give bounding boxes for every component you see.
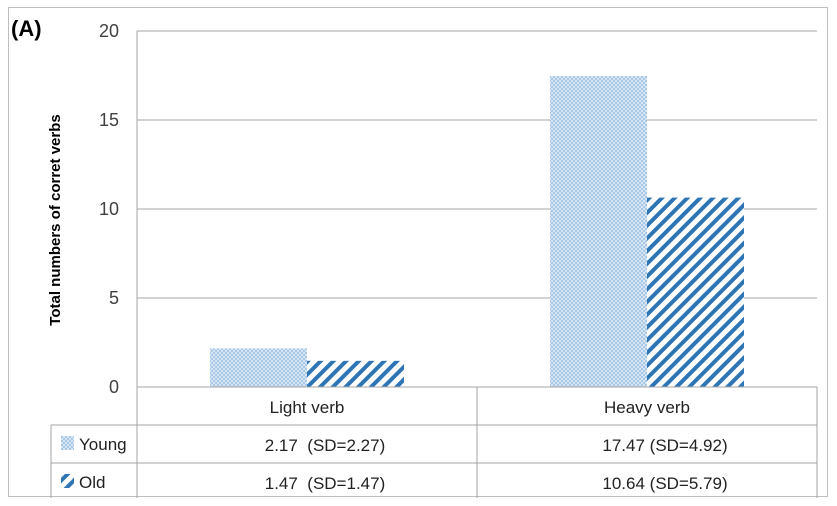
- table-cell: 10.64 (SD=5.79): [602, 474, 727, 493]
- bar-young-heavy-verb: [550, 76, 647, 387]
- legend-key-young: [61, 436, 74, 450]
- y-tick-label: 15: [99, 110, 119, 130]
- legend-key-old: [61, 474, 74, 488]
- y-tick-label: 5: [109, 288, 119, 308]
- legend-label-old: Old: [79, 473, 105, 492]
- chart-svg: (A) Total numbers of corret verbs 0 5 10 15…: [11, 16, 818, 498]
- legend-label-young: Young: [79, 435, 127, 454]
- table-cell: 1.47 (SD=1.47): [265, 474, 386, 493]
- x-category-label: Light verb: [270, 398, 345, 417]
- y-tick-labels: 0 5 10 15 20: [99, 21, 119, 397]
- bar-old-light-verb: [307, 360, 404, 387]
- bar-old-heavy-verb: [647, 197, 744, 387]
- table-cell: 17.47 (SD=4.92): [602, 436, 727, 455]
- y-axis-title: Total numbers of corret verbs: [47, 114, 64, 325]
- bar-young-light-verb: [210, 348, 307, 387]
- bars: [210, 76, 744, 387]
- table-cell: 2.17 (SD=2.27): [265, 436, 386, 455]
- y-tick-label: 20: [99, 21, 119, 41]
- panel-label: (A): [11, 16, 42, 41]
- y-tick-label: 0: [109, 377, 119, 397]
- data-table: Light verb Heavy verb Young 2.17 (SD=2.27) 1…: [50, 386, 818, 498]
- chart-frame: (A) Total numbers of corret verbs 0 5 10 15…: [8, 7, 828, 498]
- y-tick-label: 10: [99, 199, 119, 219]
- x-category-label: Heavy verb: [604, 398, 690, 417]
